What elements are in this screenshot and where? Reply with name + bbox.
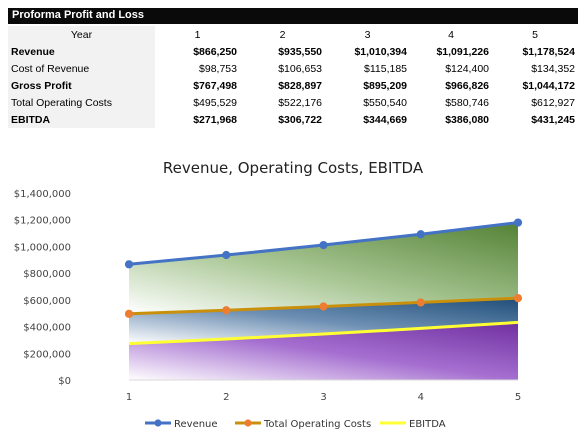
- value-cell: $966,826: [445, 79, 489, 92]
- legend-marker: [154, 419, 162, 427]
- chart-title: Revenue, Operating Costs, EBITDA: [163, 159, 424, 177]
- data-point: [319, 302, 328, 311]
- y-tick-label: $400,000: [23, 323, 71, 334]
- y-tick-label: $1,200,000: [14, 216, 71, 227]
- series-lines: [124, 218, 523, 346]
- value-cell: $866,250: [193, 45, 237, 58]
- legend-label: Revenue: [174, 419, 218, 430]
- series-line-ebitda: [128, 320, 519, 346]
- legend-marker: [244, 419, 252, 427]
- operating-costs-area: [129, 298, 518, 344]
- year-header-cell: 5: [532, 28, 538, 41]
- data-point: [513, 218, 523, 227]
- table-title: Proforma Profit and Loss: [12, 9, 145, 21]
- data-point: [124, 260, 134, 269]
- data-point: [319, 240, 328, 250]
- year-header-label: Year: [8, 26, 155, 43]
- value-cell: $935,550: [278, 45, 322, 58]
- value-cell: $612,927: [531, 96, 575, 109]
- value-cell: $134,352: [531, 62, 575, 75]
- x-tick-label: 1: [126, 392, 132, 403]
- x-axis: 1 2 3 4 5: [126, 392, 521, 403]
- table-row: Revenue $866,250 $935,550 $1,010,394 $1,091,…: [8, 43, 578, 60]
- value-cell: $828,897: [278, 79, 322, 92]
- value-cell: $495,529: [193, 96, 237, 109]
- value-cell: $386,080: [445, 113, 489, 126]
- row-label: Revenue: [8, 43, 155, 60]
- data-point: [222, 306, 231, 315]
- value-cell: $431,245: [531, 113, 575, 126]
- value-cell: $1,091,226: [436, 45, 489, 58]
- data-point: [222, 250, 231, 260]
- row-label: Cost of Revenue: [8, 60, 155, 77]
- revenue-area: [129, 222, 518, 314]
- value-cell: $306,722: [278, 113, 322, 126]
- year-header-row: Year 1 2 3 4 5: [8, 26, 578, 43]
- value-cell: $106,653: [278, 62, 322, 75]
- value-cell: $580,746: [445, 96, 489, 109]
- y-tick-label: $1,000,000: [14, 242, 71, 253]
- area-fills: [129, 222, 518, 380]
- value-cell: $522,176: [278, 96, 322, 109]
- data-point: [513, 294, 523, 303]
- year-header-cell: 1: [194, 28, 201, 41]
- x-tick-label: 3: [320, 392, 326, 403]
- y-tick-label: $200,000: [23, 349, 71, 360]
- table-title-bar: Proforma Profit and Loss: [8, 8, 578, 24]
- profit-loss-table: Year 1 2 3 4 5 Revenue $866,250 $935,550 $1…: [8, 26, 578, 128]
- value-cell: $1,178,524: [522, 45, 575, 58]
- y-tick-label: $600,000: [23, 296, 71, 307]
- value-cell: $1,010,394: [354, 45, 407, 58]
- value-cell: $98,753: [199, 62, 237, 75]
- legend-label: Total Operating Costs: [263, 419, 371, 430]
- table-row: EBITDA $271,968 $306,722 $344,669 $386,080 $4…: [8, 111, 578, 128]
- y-tick-label: $1,400,000: [14, 189, 71, 200]
- value-cell: $767,498: [193, 79, 237, 92]
- value-cell: $550,540: [363, 96, 407, 109]
- x-tick-label: 5: [515, 392, 521, 403]
- value-cell: $124,400: [445, 62, 489, 75]
- row-label: EBITDA: [8, 111, 155, 128]
- data-point: [416, 230, 425, 239]
- year-header-cell: 2: [279, 28, 286, 41]
- chart-legend: Revenue Total Operating Costs EBITDA: [145, 419, 446, 430]
- row-label: Gross Profit: [8, 77, 155, 94]
- row-label: Total Operating Costs: [8, 94, 155, 111]
- year-header-cell: 4: [448, 28, 454, 41]
- data-point: [124, 309, 134, 318]
- value-cell: $895,209: [363, 79, 407, 92]
- x-tick-label: 2: [223, 392, 229, 403]
- value-cell: $1,044,172: [522, 79, 575, 92]
- revenue-costs-ebitda-chart: Revenue, Operating Costs, EBITDA $0 $200,…: [14, 159, 523, 430]
- y-tick-label: $0: [58, 376, 71, 387]
- y-tick-label: $800,000: [23, 269, 71, 280]
- ebitda-area: [129, 322, 518, 380]
- value-cell: $115,185: [363, 62, 407, 75]
- table-row: Cost of Revenue $98,753 $106,653 $115,185 $1…: [8, 60, 578, 77]
- x-tick-label: 4: [418, 392, 424, 403]
- data-point: [416, 298, 425, 307]
- value-cell: $271,968: [193, 113, 237, 126]
- table-row: Gross Profit $767,498 $828,897 $895,209 $966…: [8, 77, 578, 94]
- table-row: Total Operating Costs $495,529 $522,176 $55…: [8, 94, 578, 111]
- value-cell: $344,669: [363, 113, 407, 126]
- year-header-cell: 3: [364, 28, 371, 41]
- legend-label: EBITDA: [409, 419, 446, 430]
- y-axis: $0 $200,000 $400,000 $600,000 $800,000 $1,000…: [14, 189, 71, 387]
